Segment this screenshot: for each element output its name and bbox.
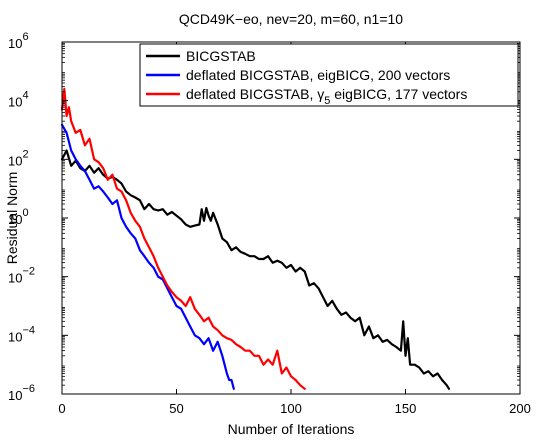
y-tick-label: 10−2 [8, 266, 35, 286]
chart-title: QCD49K−eo, nev=20, m=60, n1=10 [179, 11, 403, 27]
y-tick-label: 10−6 [8, 383, 35, 403]
legend-entry-2: deflated BICGSTAB, eigBICG, 200 vectors [186, 67, 450, 83]
x-tick-label: 200 [509, 401, 531, 416]
x-tick-label: 0 [58, 401, 65, 416]
y-tick-label: 106 [8, 31, 29, 51]
y-axis: 10−6 10−4 10−2 100 102 104 106 [8, 31, 520, 403]
x-tick-label: 100 [280, 401, 302, 416]
plot-lines [60, 87, 451, 390]
y-tick-label: 10−4 [8, 324, 35, 344]
y-tick-label: 102 [8, 148, 29, 168]
legend: BICGSTAB deflated BICGSTAB, eigBICG, 200 … [139, 43, 519, 107]
x-tick-label: 50 [169, 401, 183, 416]
legend-box [139, 43, 519, 107]
x-tick-label: 150 [395, 401, 417, 416]
legend-entry-3: deflated BICGSTAB, γ5 eigBICG, 177 vecto… [186, 86, 467, 107]
x-axis: 0 50 100 150 200 [58, 42, 531, 416]
series-line-2 [60, 123, 235, 390]
y-tick-label: 100 [8, 207, 29, 227]
legend-entry-1: BICGSTAB [186, 48, 256, 64]
y-tick-label: 104 [8, 90, 29, 110]
x-axis-label: Number of Iterations [228, 421, 355, 437]
series-line-3 [60, 87, 306, 390]
y-axis-label: Residual Norm [4, 172, 20, 265]
series-line-1 [60, 149, 451, 390]
